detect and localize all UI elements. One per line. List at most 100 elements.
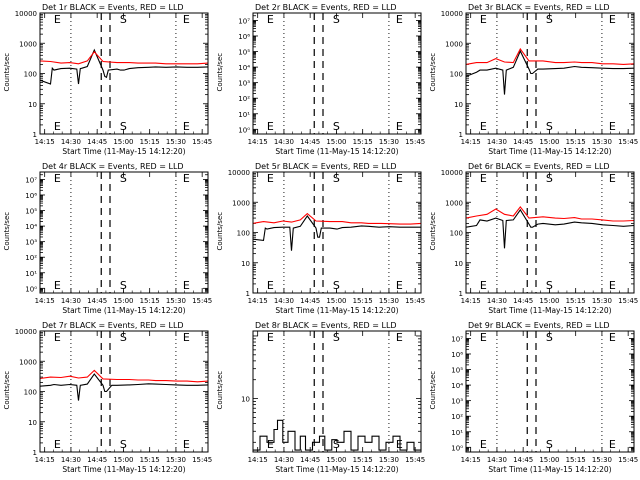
- marker-label-top: E: [396, 13, 403, 26]
- x-tick-label: 15:30: [379, 456, 399, 464]
- marker-label-bottom: E: [267, 279, 274, 292]
- panel-title: Det 2r BLACK = Events, RED = LLD: [255, 3, 397, 12]
- y-axis-label: Counts/sec: [429, 53, 437, 92]
- y-tick-label: 10³: [25, 239, 37, 247]
- x-tick-label: 15:00: [326, 456, 346, 464]
- plot-frame: [252, 171, 422, 294]
- y-axis-label: Counts/sec: [216, 53, 224, 92]
- panel-title: Det 3r BLACK = Events, RED = LLD: [468, 3, 610, 12]
- panel-title: Det 6r BLACK = Events, RED = LLD: [468, 162, 610, 171]
- marker-label-bottom: S: [120, 279, 127, 292]
- y-tick-label: 1000: [232, 199, 250, 207]
- marker-label-top: S: [546, 172, 553, 185]
- y-tick-label: 100: [237, 230, 250, 238]
- x-tick-label: 15:30: [592, 456, 612, 464]
- marker-label-bottom: S: [546, 279, 553, 292]
- x-tick-label: 15:30: [166, 456, 186, 464]
- y-tick-label: 100: [450, 230, 463, 238]
- x-axis-label: Start Time (11-May-15 14:12:20): [275, 465, 398, 474]
- y-axis-label: Counts/sec: [216, 212, 224, 251]
- x-axis-label: Start Time (11-May-15 14:12:20): [488, 465, 611, 474]
- x-tick-label: 14:15: [461, 138, 481, 146]
- series-lld-line: [252, 212, 422, 225]
- marker-label-bottom: S: [120, 438, 127, 451]
- x-tick-label: 15:30: [592, 138, 612, 146]
- y-tick-label: 1: [459, 131, 463, 139]
- y-tick-label: 10000: [228, 169, 250, 177]
- y-axis-label: Counts/sec: [3, 371, 11, 410]
- y-tick-label: 10⁴: [451, 382, 463, 390]
- x-tick-label: 14:15: [35, 297, 55, 305]
- x-tick-label: 15:15: [140, 297, 160, 305]
- x-axis-label: Start Time (11-May-15 14:12:20): [62, 465, 185, 474]
- marker-label-bottom: S: [333, 438, 340, 451]
- marker-label-bottom: E: [54, 438, 61, 451]
- series-events-line: [39, 48, 209, 85]
- x-tick-label: 15:45: [192, 456, 212, 464]
- panel-det-1: Det 1r BLACK = Events, RED = LLD Counts/s…: [3, 3, 212, 156]
- y-tick-label: 100: [450, 71, 463, 79]
- y-tick-label: 10⁶: [238, 33, 250, 41]
- y-tick-label: 10: [241, 396, 250, 404]
- plot-frame: [465, 171, 635, 294]
- plot-frame: [39, 12, 209, 135]
- x-tick-label: 15:15: [566, 138, 586, 146]
- y-tick-label: 10⁷: [25, 176, 37, 184]
- x-tick-label: 14:30: [61, 297, 81, 305]
- x-tick-label: 14:15: [35, 138, 55, 146]
- x-tick-label: 14:45: [300, 138, 320, 146]
- x-tick-label: 15:45: [405, 297, 425, 305]
- y-tick-label: 10⁶: [25, 192, 37, 200]
- y-tick-label: 1: [459, 290, 463, 298]
- marker-label-top: E: [54, 331, 61, 344]
- panel-title: Det 5r BLACK = Events, RED = LLD: [255, 162, 397, 171]
- y-tick-label: 1: [246, 290, 250, 298]
- x-tick-label: 15:15: [566, 297, 586, 305]
- x-tick-label: 15:15: [353, 456, 373, 464]
- panel-title: Det 1r BLACK = Events, RED = LLD: [42, 3, 184, 12]
- x-tick-label: 15:30: [166, 297, 186, 305]
- series-lld-line: [39, 369, 209, 383]
- x-tick-label: 15:45: [618, 297, 638, 305]
- x-tick-label: 15:15: [353, 297, 373, 305]
- y-tick-label: 1000: [19, 358, 37, 366]
- x-tick-label: 15:00: [539, 297, 559, 305]
- x-tick-label: 14:15: [248, 138, 268, 146]
- x-tick-label: 14:15: [248, 297, 268, 305]
- x-tick-label: 15:00: [539, 456, 559, 464]
- marker-label-top: E: [609, 13, 616, 26]
- x-tick-label: 15:15: [566, 456, 586, 464]
- y-tick-label: 10⁵: [25, 208, 37, 216]
- x-tick-label: 14:30: [487, 297, 507, 305]
- marker-label-top: E: [396, 331, 403, 344]
- panel-title: Det 9r BLACK = Events, RED = LLD: [468, 321, 610, 330]
- panel-det-7: Det 7r BLACK = Events, RED = LLD Counts/s…: [3, 321, 212, 474]
- plot-frame: [39, 330, 209, 453]
- y-tick-label: 10²: [238, 95, 250, 103]
- y-tick-label: 10¹: [451, 429, 463, 437]
- x-tick-label: 15:30: [379, 138, 399, 146]
- x-tick-label: 15:00: [113, 297, 133, 305]
- y-axis-label: Counts/sec: [429, 371, 437, 410]
- x-tick-label: 15:45: [618, 456, 638, 464]
- y-axis-label: Counts/sec: [216, 371, 224, 410]
- y-tick-label: 10³: [451, 398, 463, 406]
- series-lld-line: [465, 206, 635, 222]
- series-lld-line: [39, 50, 209, 65]
- marker-label-top: E: [609, 172, 616, 185]
- series-events-line: [252, 215, 421, 251]
- marker-label-top: E: [480, 331, 487, 344]
- x-tick-label: 15:45: [192, 138, 212, 146]
- y-tick-label: 10: [241, 260, 250, 268]
- y-tick-label: 10²: [451, 413, 463, 421]
- marker-label-top: E: [183, 331, 190, 344]
- y-tick-label: 100: [24, 71, 37, 79]
- marker-label-bottom: E: [609, 438, 616, 451]
- marker-label-top: S: [546, 331, 553, 344]
- plot-frame: [252, 12, 422, 135]
- y-tick-label: 10000: [15, 10, 37, 18]
- marker-label-top: E: [396, 172, 403, 185]
- x-axis-label: Start Time (11-May-15 14:12:20): [62, 306, 185, 315]
- marker-label-bottom: E: [267, 120, 274, 133]
- x-tick-label: 15:00: [113, 138, 133, 146]
